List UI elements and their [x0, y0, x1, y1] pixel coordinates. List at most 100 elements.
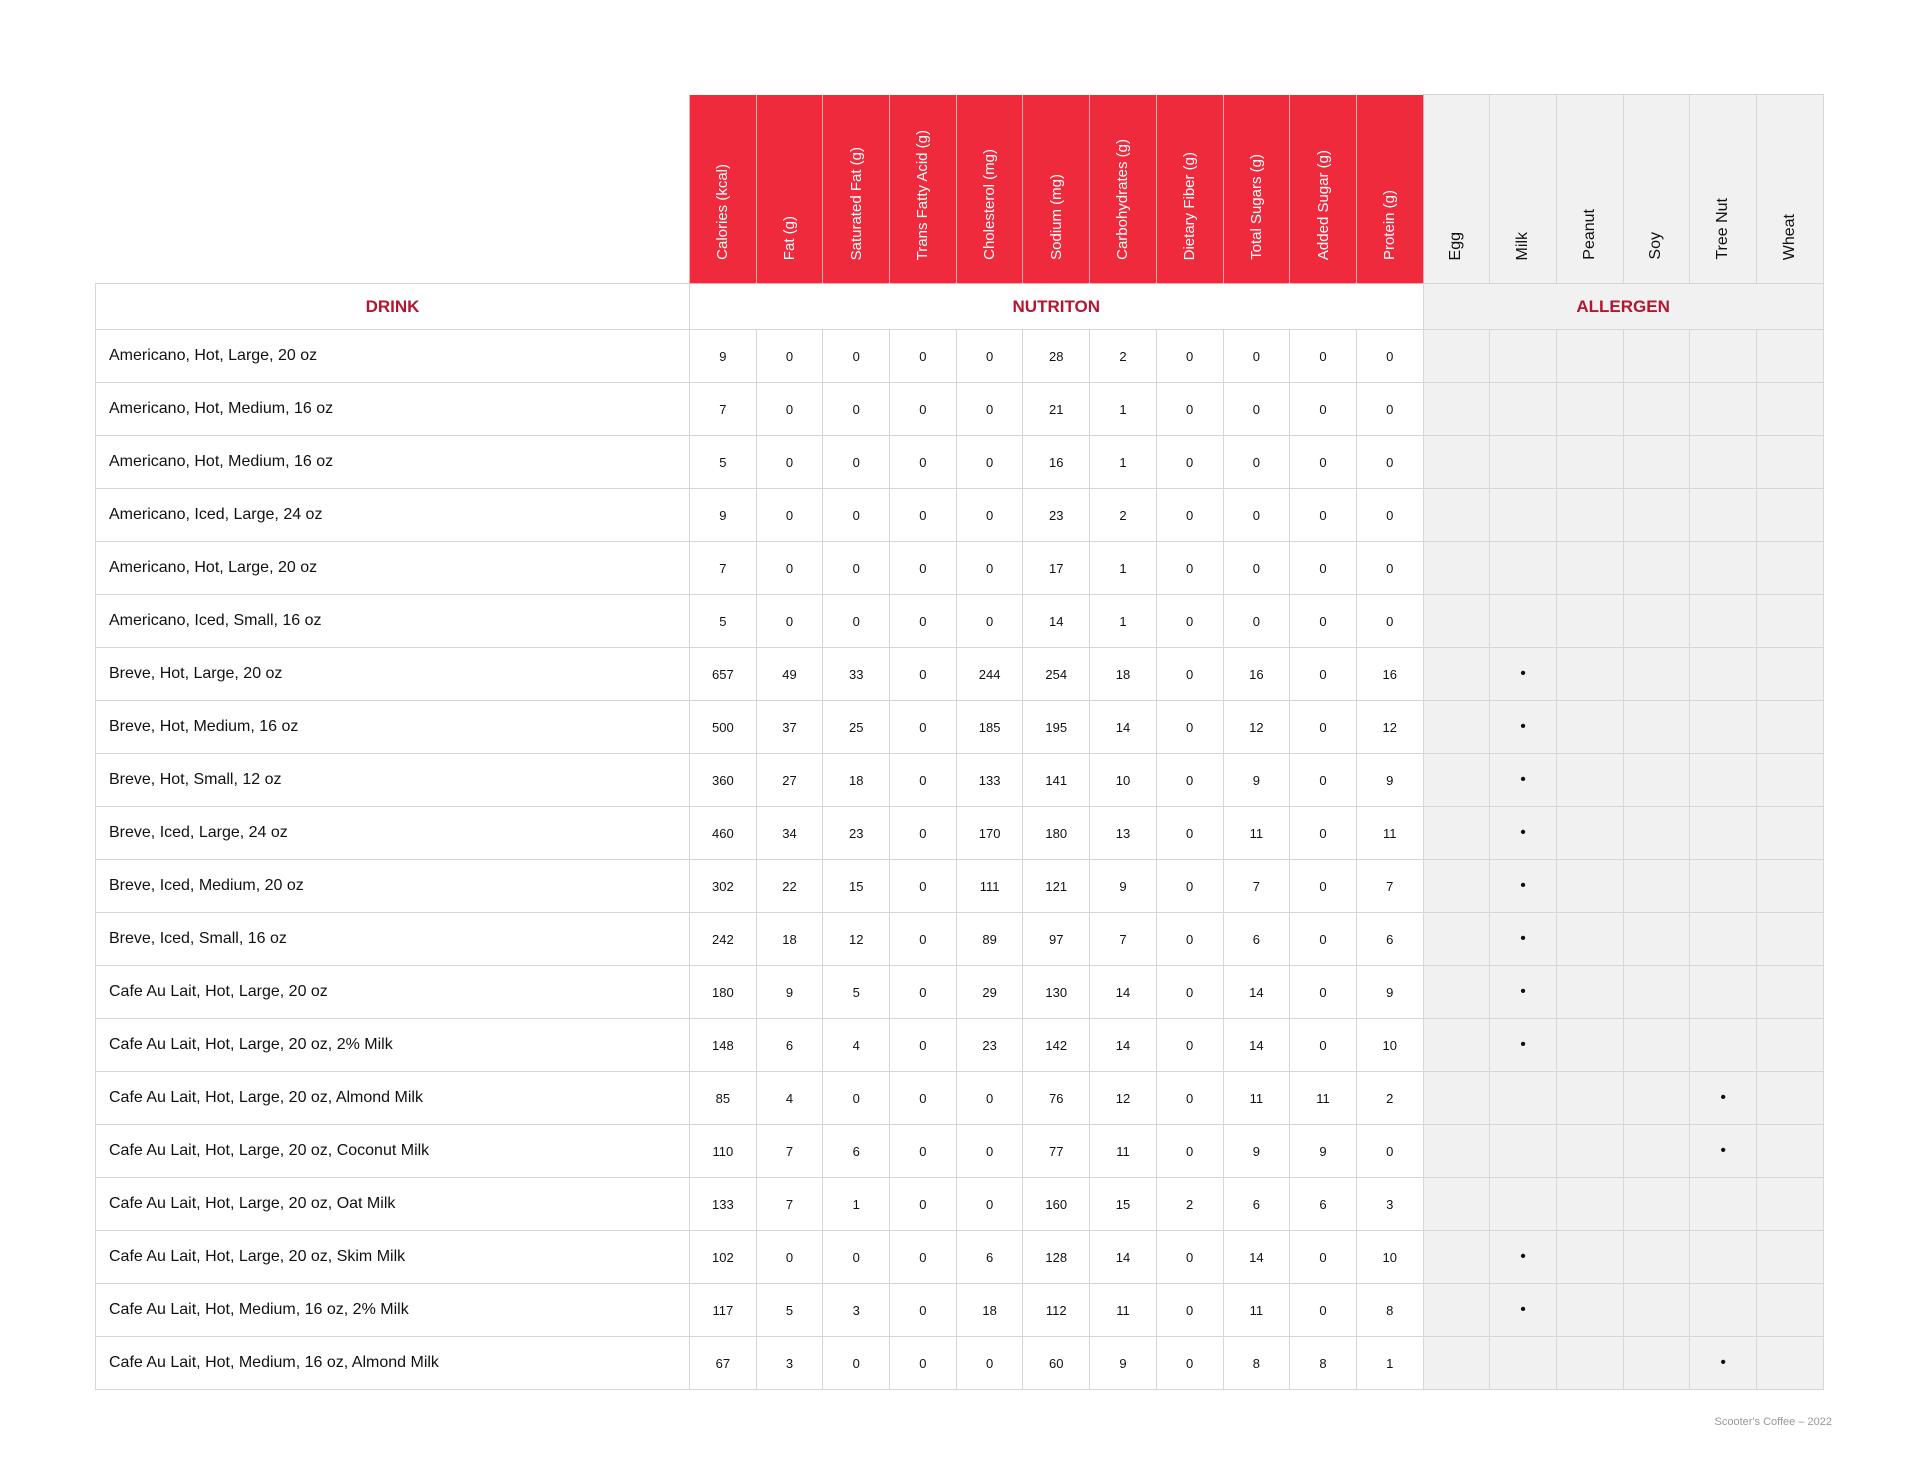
nutrition-value: 8 — [1355, 1283, 1424, 1337]
nutrition-value: 0 — [1155, 912, 1224, 966]
nutrition-value: 160 — [1022, 1177, 1091, 1231]
allergen-cell — [1422, 1336, 1491, 1390]
nutrition-value: 0 — [889, 647, 957, 701]
nutrition-value: 0 — [822, 1336, 891, 1390]
allergen-cell — [1555, 1177, 1624, 1231]
nutrition-value: 0 — [1155, 1230, 1224, 1284]
nutrition-value: 10 — [1089, 753, 1157, 807]
nutrition-value: 9 — [1222, 753, 1291, 807]
allergen-column-header: Egg — [1422, 94, 1491, 284]
nutrition-value: 170 — [955, 806, 1024, 860]
nutrition-column-header: Cholesterol (mg) — [955, 94, 1024, 284]
nutrition-value: 141 — [1022, 753, 1091, 807]
nutrition-value: 0 — [1355, 1124, 1424, 1178]
drink-name: Americano, Hot, Large, 20 oz — [95, 329, 690, 383]
allergen-cell — [1422, 382, 1491, 436]
nutrition-value: 0 — [1289, 1230, 1357, 1284]
drink-name: Cafe Au Lait, Hot, Large, 20 oz, 2% Milk — [95, 1018, 690, 1072]
nutrition-value: 0 — [889, 1018, 957, 1072]
nutrition-value: 28 — [1022, 329, 1091, 383]
allergen-cell — [1555, 488, 1624, 542]
allergen-cell — [1555, 647, 1624, 701]
nutrition-value: 0 — [889, 1230, 957, 1284]
nutrition-value: 23 — [822, 806, 891, 860]
allergen-cell — [1555, 329, 1624, 383]
nutrition-value: 9 — [689, 488, 757, 542]
nutrition-value: 0 — [1155, 435, 1224, 489]
drink-name: Americano, Iced, Large, 24 oz — [95, 488, 690, 542]
nutrition-column-header: Trans Fatty Acid (g) — [889, 94, 957, 284]
drink-name: Cafe Au Lait, Hot, Large, 20 oz, Skim Mi… — [95, 1230, 690, 1284]
allergen-cell — [1756, 859, 1824, 913]
nutrition-value: 0 — [822, 435, 891, 489]
nutrition-value: 12 — [1355, 700, 1424, 754]
allergen-column-header: Soy — [1622, 94, 1691, 284]
nutrition-value: 16 — [1355, 647, 1424, 701]
allergen-cell — [1756, 1018, 1824, 1072]
nutrition-value: 6 — [822, 1124, 891, 1178]
allergen-cell — [1756, 647, 1824, 701]
allergen-cell — [1622, 806, 1691, 860]
nutrition-value: 0 — [889, 912, 957, 966]
nutrition-value: 0 — [822, 488, 891, 542]
nutrition-value: 0 — [1155, 965, 1224, 1019]
nutrition-value: 18 — [822, 753, 891, 807]
nutrition-value: 9 — [1289, 1124, 1357, 1178]
nutrition-value: 17 — [1022, 541, 1091, 595]
table-row: Breve, Iced, Medium, 20 oz 302 22 15 0 111 121… — [95, 859, 1824, 913]
allergen-cell — [1756, 965, 1824, 1019]
nutrition-value: 0 — [1289, 382, 1357, 436]
nutrition-value: 0 — [1355, 594, 1424, 648]
allergen-cell — [1689, 435, 1757, 489]
nutrition-value: 0 — [1222, 594, 1291, 648]
allergen-cell — [1756, 594, 1824, 648]
drink-name: Breve, Iced, Large, 24 oz — [95, 806, 690, 860]
column-label: Tree Nut — [1714, 198, 1732, 260]
drink-name: Breve, Hot, Medium, 16 oz — [95, 700, 690, 754]
nutrition-value: 0 — [822, 594, 891, 648]
allergen-cell — [1489, 382, 1557, 436]
allergen-cell — [1756, 541, 1824, 595]
nutrition-value: 1 — [1089, 541, 1157, 595]
nutrition-value: 117 — [689, 1283, 757, 1337]
drink-section-header: DRINK — [95, 283, 690, 330]
nutrition-value: 97 — [1022, 912, 1091, 966]
drink-name: Cafe Au Lait, Hot, Medium, 16 oz, 2% Mil… — [95, 1283, 690, 1337]
allergen-mark-tree-nut: • — [1689, 1124, 1757, 1178]
nutrition-value: 0 — [955, 1124, 1024, 1178]
allergen-cell — [1555, 1018, 1624, 1072]
nutrition-value: 0 — [889, 1124, 957, 1178]
nutrition-value: 16 — [1022, 435, 1091, 489]
nutrition-value: 0 — [1155, 1071, 1224, 1125]
nutrition-value: 12 — [822, 912, 891, 966]
allergen-cell — [1756, 488, 1824, 542]
nutrition-column-header: Total Sugars (g) — [1222, 94, 1291, 284]
nutrition-value: 25 — [822, 700, 891, 754]
table-row: Breve, Iced, Small, 16 oz 242 18 12 0 89 97 7 0 6… — [95, 912, 1824, 966]
nutrition-value: 6 — [755, 1018, 824, 1072]
nutrition-value: 89 — [955, 912, 1024, 966]
column-label: Fat (g) — [781, 215, 799, 260]
allergen-cell — [1756, 806, 1824, 860]
nutrition-value: 500 — [689, 700, 757, 754]
nutrition-value: 23 — [955, 1018, 1024, 1072]
nutrition-value: 3 — [755, 1336, 824, 1390]
allergen-cell — [1489, 594, 1557, 648]
drink-name: Cafe Au Lait, Hot, Medium, 16 oz, Almond… — [95, 1336, 690, 1390]
nutrition-value: 1 — [1089, 382, 1157, 436]
nutrition-value: 9 — [1355, 753, 1424, 807]
allergen-cell — [1689, 1230, 1757, 1284]
column-label: Cholesterol (mg) — [981, 149, 999, 260]
nutrition-value: 16 — [1222, 647, 1291, 701]
column-label: Saturated Fat (g) — [847, 146, 865, 260]
nutrition-value: 0 — [755, 329, 824, 383]
nutrition-value: 0 — [889, 488, 957, 542]
nutrition-value: 0 — [1355, 435, 1424, 489]
nutrition-value: 0 — [1289, 806, 1357, 860]
nutrition-value: 37 — [755, 700, 824, 754]
nutrition-value: 0 — [955, 541, 1024, 595]
allergen-mark-milk: • — [1489, 647, 1557, 701]
allergen-cell — [1622, 329, 1691, 383]
nutrition-value: 27 — [755, 753, 824, 807]
nutrition-value: 0 — [955, 594, 1024, 648]
